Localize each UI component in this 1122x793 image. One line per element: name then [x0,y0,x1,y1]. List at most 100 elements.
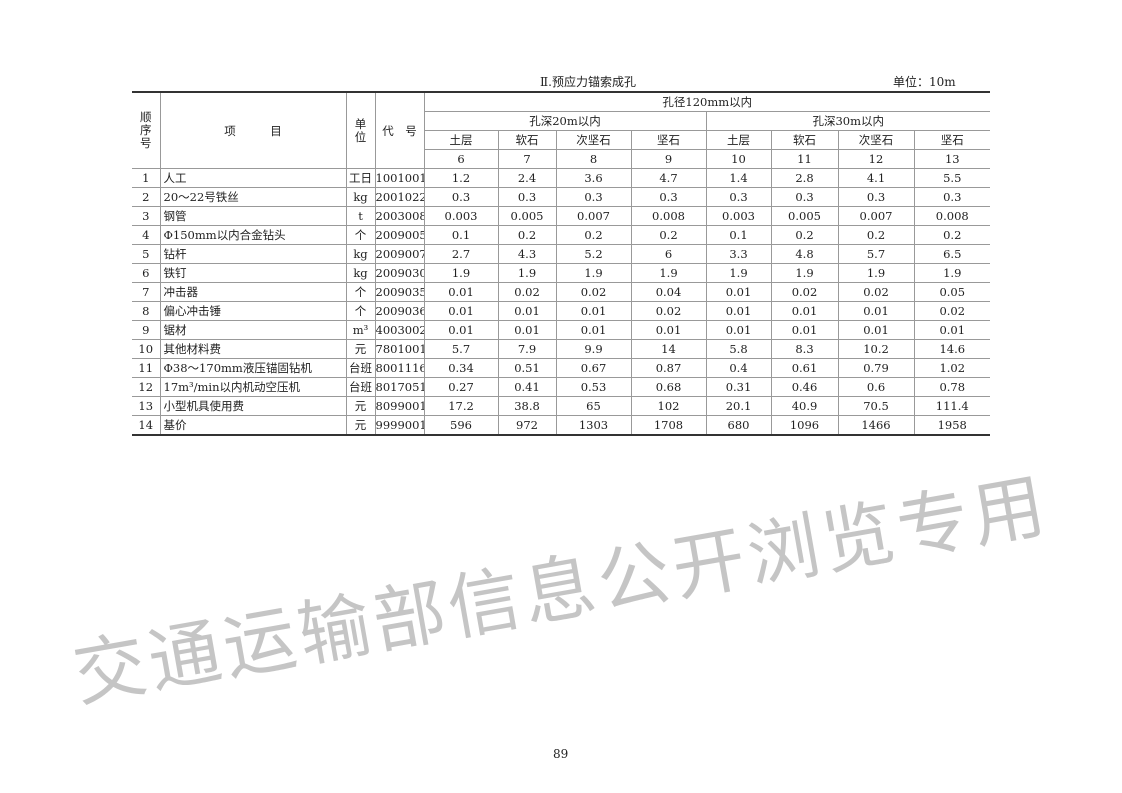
row-item: 人工 [159,168,347,188]
row-code: 4003002 [374,320,425,340]
row-value: 0.78 [913,377,991,397]
row-value: 2.8 [770,168,839,188]
row-value: 102 [630,396,707,416]
row-value: 1.02 [913,358,991,378]
row-value: 1.9 [913,263,991,283]
row-unit: 台班 [345,377,376,397]
row-seq: 10 [132,339,161,359]
row-value: 1.9 [630,263,707,283]
row-value: 6 [630,244,707,264]
row-value: 1.2 [423,168,499,188]
header-seq: 顺序号 [132,91,161,169]
table-row: 8 偏心冲击锤个 2009036 0.01 0.01 0.01 0.02 0.01 0.01 0.… [132,301,991,321]
table-row: 11 Φ38～170mm液压锚固钻机 台班 8001116 0.34 0.51 0.67 0.… [132,358,991,378]
row-value: 70.5 [837,396,915,416]
table-row: 3 钢管 t 2003008 0.003 0.005 0.007 0.008 0.003 0.00… [132,206,991,226]
row-value: 0.3 [913,187,991,207]
row-value: 0.2 [555,225,632,245]
row-value: 0.6 [837,377,915,397]
row-value: 0.2 [837,225,915,245]
column-number: 13 [913,149,991,169]
header-subgroup-30m: 孔深30m以内 [705,111,991,131]
row-unit: 元 [345,415,376,436]
row-value: 0.01 [423,320,499,340]
row-value: 0.2 [913,225,991,245]
row-value: 7.9 [497,339,557,359]
row-value: 680 [705,415,772,436]
column-number: 8 [555,149,632,169]
row-value: 17.2 [423,396,499,416]
row-value: 0.005 [497,206,557,226]
row-value: 0.01 [497,301,557,321]
row-value: 0.1 [423,225,499,245]
row-item: Φ38～170mm液压锚固钻机 [159,358,347,378]
row-value: 0.27 [423,377,499,397]
row-code: 2009036 [374,301,425,321]
row-seq: 2 [132,187,161,207]
unit-note: 单位：10m [893,75,956,89]
row-value: 0.005 [770,206,839,226]
row-value: 0.007 [555,206,632,226]
column-header: 土层 [705,130,772,150]
row-code: 2003008 [374,206,425,226]
row-item: Φ150mm以内合金钻头 [159,225,347,245]
column-number: 10 [705,149,772,169]
row-item: 小型机具使用费 [159,396,347,416]
row-unit: kg [345,263,376,283]
row-value: 0.2 [630,225,707,245]
row-value: 0.79 [837,358,915,378]
column-header: 土层 [424,130,499,150]
row-value: 0.46 [770,377,839,397]
page-number: 89 [553,747,569,761]
row-value: 1.9 [705,263,772,283]
row-value: 0.41 [497,377,557,397]
row-value: 8.3 [770,339,839,359]
row-value: 0.01 [555,320,632,340]
row-value: 0.51 [497,358,557,378]
table-row: 6 铁钉 kg 2009030 1.9 1.9 1.9 1.9 1.9 1.9 1.9 1.9 [132,263,991,283]
row-item: 偏心冲击锤 [159,301,347,321]
row-value: 0.3 [705,187,772,207]
row-value: 0.02 [497,282,557,302]
header-subgroup-20m: 孔深20m以内 [424,111,707,131]
row-value: 2.7 [423,244,499,264]
row-value: 0.01 [423,301,499,321]
row-seq: 7 [132,282,161,302]
row-value: 0.007 [837,206,915,226]
table-row: 4 Φ150mm以内合金钻头个 2009005 0.1 0.2 0.2 0.2 0.1 0.2 0… [132,225,991,245]
row-value: 0.003 [705,206,772,226]
row-value: 0.3 [497,187,557,207]
row-value: 0.61 [770,358,839,378]
row-unit: kg [345,244,376,264]
row-value: 0.04 [630,282,707,302]
row-code: 8017051 [374,377,425,397]
table-row: 13 小型机具使用费元 8099001 17.2 38.8 65 102 20.1 40.9 70… [132,396,991,416]
column-header: 次坚石 [555,130,632,150]
row-item: 17m³/min以内机动空压机 [159,377,347,397]
row-value: 1.9 [423,263,499,283]
row-item: 20～22号铁丝 [159,187,347,207]
row-value: 0.003 [423,206,499,226]
row-value: 5.5 [913,168,991,188]
table-row: 12 17m³/min以内机动空压机 台班 8017051 0.27 0.41 0.53 0.… [132,377,991,397]
row-item: 其他材料费 [159,339,347,359]
row-item: 冲击器 [159,282,347,302]
row-value: 0.2 [497,225,557,245]
row-seq: 4 [132,225,161,245]
row-value: 0.02 [630,301,707,321]
row-code: 2009030 [374,263,425,283]
row-value: 14 [630,339,707,359]
row-value: 6.5 [913,244,991,264]
row-value: 5.2 [555,244,632,264]
row-value: 972 [497,415,557,436]
header-seq-text: 顺序号 [140,110,152,150]
row-item: 钻杆 [159,244,347,264]
table-row: 1 人工 工日 1001001 1.2 2.4 3.6 4.7 1.4 2.8 4.1 5.5 [132,168,991,188]
row-value: 5.7 [837,244,915,264]
header-code: 代 号 [374,91,425,169]
row-unit: 个 [345,225,376,245]
row-unit: kg [345,187,376,207]
row-code: 1001001 [374,168,425,188]
row-value: 596 [423,415,499,436]
row-code: 8001116 [374,358,425,378]
